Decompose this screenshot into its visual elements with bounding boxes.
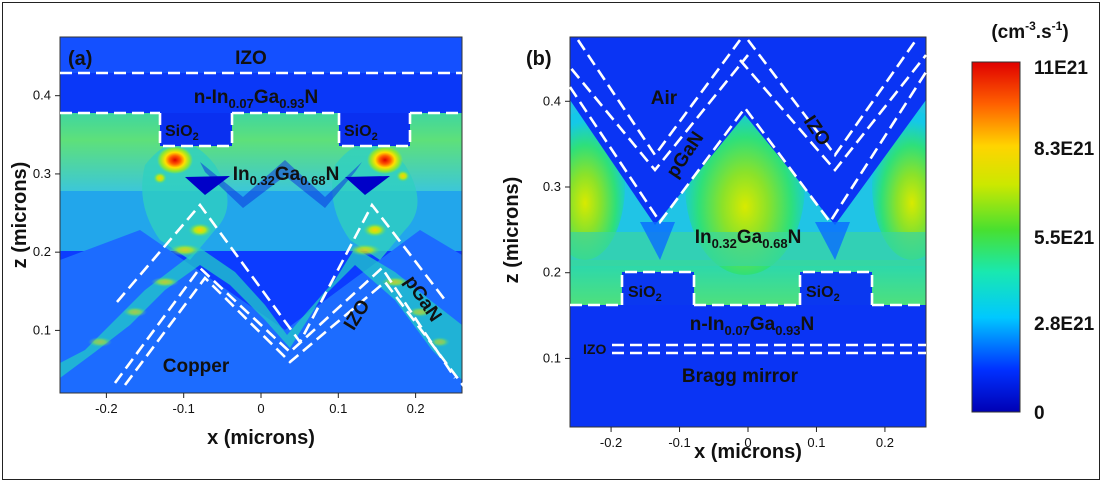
x-tick-label: -0.2 bbox=[600, 435, 622, 450]
colorbar-ticks: 11E21 8.3E21 5.5E21 2.8E21 0 bbox=[1034, 58, 1095, 424]
panel-b-boundaries bbox=[558, 39, 928, 355]
colorbar-tick-label: 0 bbox=[1034, 403, 1045, 424]
y-tick-label: 0.4 bbox=[33, 88, 51, 103]
label-n-ingan-b: n-In0.07Ga0.93N bbox=[690, 314, 815, 338]
colorbar-tick-label: 5.5E21 bbox=[1034, 228, 1095, 249]
panel-b-label: (b) bbox=[526, 48, 552, 70]
panel-b-xlabel: x (microns) bbox=[694, 441, 802, 463]
y-tick-label: 0.1 bbox=[33, 322, 51, 337]
panel-a-heatmap bbox=[60, 37, 462, 393]
label-bragg-b: Bragg mirror bbox=[682, 366, 799, 387]
panel-a: IZO n-In0.07Ga0.93N SiO2 SiO2 In0.32Ga0.… bbox=[9, 36, 467, 449]
y-tick-label: 0.4 bbox=[543, 93, 561, 108]
panel-b-axes: -0.2 -0.1 0 0.1 0.2 0.1 0.2 0.3 0.4 bbox=[543, 93, 894, 450]
x-tick-label: -0.1 bbox=[172, 401, 194, 416]
panel-a-axes: -0.2 -0.1 0 0.1 0.2 0.1 0.2 0.3 0.4 bbox=[33, 88, 425, 416]
label-sio2-left-b: SiO2 bbox=[628, 284, 662, 304]
label-sio2-left-a: SiO2 bbox=[165, 123, 199, 143]
y-tick-label: 0.1 bbox=[543, 350, 561, 365]
x-tick-label: 0 bbox=[257, 401, 264, 416]
x-tick-label: -0.1 bbox=[668, 435, 690, 450]
colorbar: (cm-3.s-1) 11E21 8.3E21 5.5E21 2.8E21 0 bbox=[971, 19, 1095, 424]
panel-b: Air pGaN IZO In0.32Ga0.68N SiO2 SiO2 n-I… bbox=[501, 36, 928, 463]
label-copper-a: Copper bbox=[163, 356, 230, 377]
panel-a-ylabel: z (microns) bbox=[9, 162, 31, 269]
label-sio2-right-a: SiO2 bbox=[344, 123, 378, 143]
y-tick-label: 0.3 bbox=[33, 166, 51, 181]
label-izo-bottom-b: IZO bbox=[583, 341, 606, 357]
panel-b-ylabel: z (microns) bbox=[501, 177, 523, 284]
label-sio2-right-b: SiO2 bbox=[806, 284, 840, 304]
colorbar-tick-label: 11E21 bbox=[1034, 58, 1088, 79]
colorbar-tick-label: 8.3E21 bbox=[1034, 139, 1095, 160]
colorbar-gradient bbox=[971, 61, 1021, 413]
x-tick-label: 0.2 bbox=[876, 435, 894, 450]
colorbar-tick-label: 2.8E21 bbox=[1034, 314, 1095, 335]
label-ingan-a: In0.32Ga0.68N bbox=[233, 164, 340, 188]
x-tick-label: 0.1 bbox=[807, 435, 825, 450]
label-izo-top: IZO bbox=[235, 48, 267, 69]
label-n-ingan-a: n-In0.07Ga0.93N bbox=[194, 87, 319, 111]
y-tick-label: 0.2 bbox=[543, 265, 561, 280]
panel-a-xlabel: x (microns) bbox=[207, 427, 315, 449]
x-tick-label: 0 bbox=[744, 435, 751, 450]
label-air-b: Air bbox=[651, 88, 678, 109]
x-tick-label: 0.1 bbox=[329, 401, 347, 416]
panel-b-heatmap bbox=[570, 37, 926, 427]
y-tick-label: 0.2 bbox=[33, 244, 51, 259]
panel-a-boundaries bbox=[60, 71, 467, 389]
label-ingan-b: In0.32Ga0.68N bbox=[695, 227, 802, 251]
x-tick-label: -0.2 bbox=[95, 401, 117, 416]
colorbar-unit: (cm-3.s-1) bbox=[991, 19, 1068, 43]
panel-a-label: (a) bbox=[68, 48, 92, 70]
x-tick-label: 0.2 bbox=[407, 401, 425, 416]
y-tick-label: 0.3 bbox=[543, 179, 561, 194]
